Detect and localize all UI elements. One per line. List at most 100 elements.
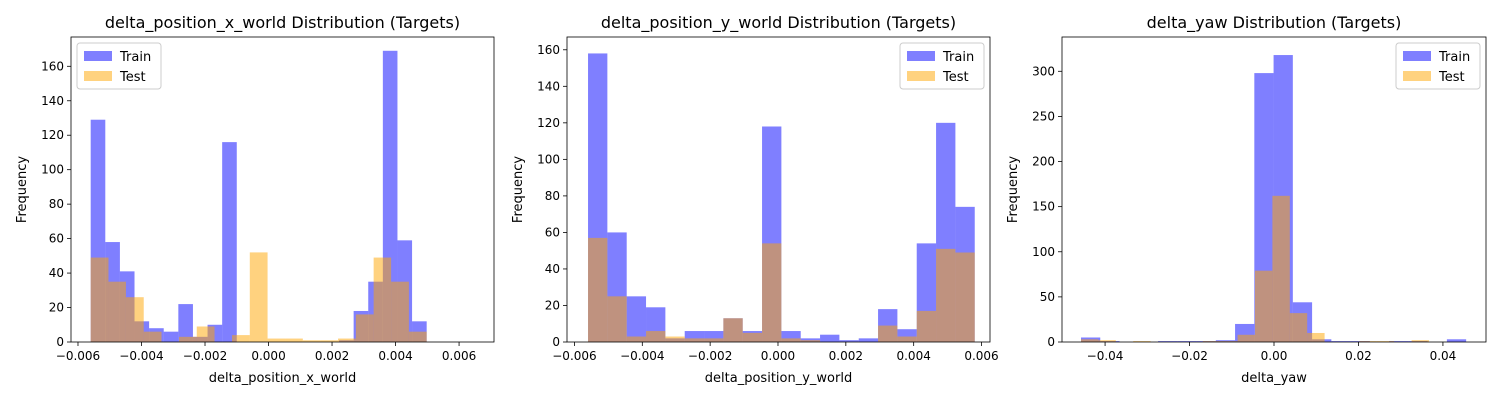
histogram-bar-test	[936, 248, 956, 342]
histogram-bar-test	[1307, 332, 1325, 342]
x-tick-label: −0.002	[183, 349, 227, 363]
histogram-bar-test	[1359, 341, 1377, 342]
histogram-bar-train	[839, 340, 859, 342]
legend-label-test: Test	[1438, 70, 1465, 85]
histogram-bar-train	[178, 304, 193, 342]
histogram-bar-test	[1098, 340, 1116, 342]
histogram-bar-test	[704, 338, 724, 342]
legend: Train Test	[76, 42, 162, 90]
histogram-bar-test	[338, 338, 356, 342]
histogram-bar-train	[626, 296, 647, 342]
bars-group	[1081, 55, 1467, 342]
histogram-bar-test	[781, 338, 801, 342]
legend-label-test: Test	[942, 70, 969, 85]
y-tick-label: 120	[41, 128, 64, 142]
histogram-bar-test	[878, 325, 898, 342]
histogram-bar-test	[762, 243, 782, 342]
x-tick-label: 0.006	[442, 349, 476, 363]
histogram-bar-train	[704, 331, 724, 342]
histogram-bar-train	[684, 331, 705, 342]
y-axis-label: Frequency	[1006, 156, 1021, 223]
y-tick-label: 160	[537, 43, 560, 57]
x-axis-label: delta_yaw	[1241, 371, 1307, 386]
y-tick-label: 40	[545, 262, 560, 276]
legend: Train Test	[899, 42, 985, 90]
histogram-bar-test	[897, 336, 917, 342]
x-tick-label: 0.00	[1261, 349, 1288, 363]
y-tick-label: 300	[1032, 64, 1055, 78]
x-axis-label: delta_position_x_world	[209, 371, 356, 386]
x-tick-label: 0.02	[1345, 349, 1372, 363]
x-tick-label: −0.02	[1171, 349, 1208, 363]
histogram-bar-train	[1389, 341, 1409, 342]
histogram-bar-train	[858, 338, 879, 342]
y-tick-label: 60	[49, 232, 64, 246]
histogram-bar-test	[408, 331, 427, 342]
y-tick-label: 0	[552, 335, 560, 349]
x-tick-label: 0.000	[251, 349, 285, 363]
bars-group	[588, 53, 975, 342]
chart-title: delta_yaw Distribution (Targets)	[1147, 13, 1402, 33]
series-test	[1081, 195, 1429, 342]
x-tick-label: −0.04	[1087, 349, 1124, 363]
bars-group	[90, 50, 427, 342]
legend-label-test: Test	[119, 70, 146, 85]
histogram-bar-test	[665, 336, 685, 342]
legend-swatch-test	[907, 71, 935, 81]
y-tick-label: 20	[49, 301, 64, 315]
legend-label-train: Train	[119, 50, 151, 65]
histogram-bar-test	[588, 237, 608, 342]
histogram-bar-train	[1177, 341, 1197, 342]
legend-label-train: Train	[1438, 50, 1470, 65]
x-tick-label: −0.006	[552, 349, 596, 363]
x-tick-label: 0.002	[829, 349, 863, 363]
x-tick-label: 0.04	[1430, 349, 1457, 363]
legend-swatch-test	[84, 71, 112, 81]
histogram-bar-test	[108, 281, 126, 342]
x-tick-label: 0.006	[964, 349, 998, 363]
x-tick-label: 0.004	[378, 349, 412, 363]
histogram-bar-test	[1202, 341, 1221, 342]
histogram-bar-test	[955, 252, 975, 342]
y-tick-label: 20	[545, 298, 560, 312]
y-tick-label: 120	[537, 116, 560, 130]
histogram-bar-test	[1289, 313, 1308, 342]
legend-swatch-train	[1403, 51, 1431, 61]
y-axis-label: Frequency	[15, 156, 30, 223]
y-axis-label: Frequency	[511, 156, 526, 223]
y-tick-label: 140	[41, 94, 64, 108]
y-tick-label: 250	[1032, 109, 1055, 123]
histogram-bar-test	[1272, 195, 1290, 342]
y-tick-label: 100	[537, 152, 560, 166]
histogram-bar-test	[646, 331, 666, 342]
histogram-bar-test	[1133, 341, 1151, 342]
histogram-bar-test	[1254, 270, 1273, 342]
histogram-bar-train	[820, 334, 840, 342]
x-tick-label: 0.000	[761, 349, 795, 363]
chart-panel-1: −0.006 −0.004 −0.002 0.000 0.002 0.004 0.006 0 2…	[15, 13, 495, 386]
y-tick-label: 50	[1040, 290, 1055, 304]
histogram-bar-train	[1158, 341, 1178, 342]
legend-swatch-test	[1403, 71, 1431, 81]
legend-swatch-train	[907, 51, 935, 61]
y-tick-label: 80	[49, 197, 64, 211]
histogram-bar-test	[916, 310, 937, 342]
histogram-bar-train	[222, 142, 237, 342]
y-tick-label: 150	[1032, 200, 1055, 214]
chart-title: delta_position_x_world Distribution (Tar…	[105, 13, 460, 33]
histogram-bar-test	[723, 318, 743, 342]
histogram-bar-test	[1376, 341, 1395, 342]
histogram-bar-test	[1411, 340, 1429, 342]
histogram-bar-train	[781, 331, 801, 342]
x-tick-label: −0.006	[56, 349, 100, 363]
x-axis-label: delta_position_y_world	[705, 371, 852, 386]
chart-panel-3: −0.04 −0.02 0.00 0.02 0.04 0 50 100 150 200 250 300…	[1006, 13, 1487, 386]
y-tick-label: 100	[1032, 245, 1055, 259]
x-tick-label: 0.002	[315, 349, 349, 363]
histogram-bar-test	[626, 336, 647, 342]
y-tick-label: 80	[545, 189, 560, 203]
y-tick-label: 200	[1032, 155, 1055, 169]
x-tick-label: −0.004	[620, 349, 664, 363]
legend-swatch-train	[84, 51, 112, 61]
y-tick-label: 100	[41, 163, 64, 177]
